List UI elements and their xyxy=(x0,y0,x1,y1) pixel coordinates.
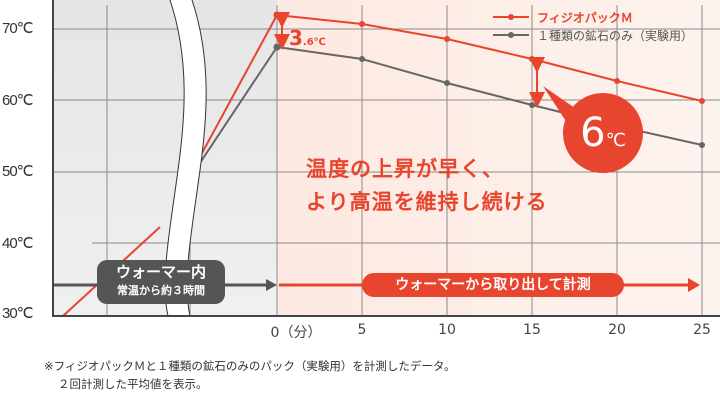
diff-unit: ℃ xyxy=(605,130,626,151)
y-tick-50: 50℃ xyxy=(2,163,34,180)
legend-line-marker-icon xyxy=(493,30,529,40)
diff-unit: .6℃ xyxy=(302,37,326,48)
post-phase-background xyxy=(277,0,720,316)
x-tick-20: 20 xyxy=(608,322,626,338)
x-tick-10: 10 xyxy=(438,322,456,338)
warmer-sublabel: 常温から約３時間 xyxy=(117,284,205,297)
measurement-phase-badge: ウォーマーから取り出して計測 xyxy=(362,273,624,297)
footnote-line-1: ※フィジオパックＭと１種類の鉱石のみのパック（実験用）を計測したデータ。 xyxy=(44,359,456,373)
x-tick-25: 25 xyxy=(693,322,711,338)
warmer-label: ウォーマー内 xyxy=(115,263,206,281)
diff-bubble-6: 6℃ xyxy=(563,93,643,173)
y-tick-30: 30℃ xyxy=(2,305,34,322)
x-tick-15: 15 xyxy=(523,322,541,338)
footnote: ※フィジオパックＭと１種類の鉱石のみのパック（実験用）を計測したデータ。 ２回計… xyxy=(44,357,456,393)
warmer-phase-badge: ウォーマー内 常温から約３時間 xyxy=(97,260,225,304)
footnote-line-2: ２回計測した平均値を表示。 xyxy=(58,377,208,391)
axis-break xyxy=(165,0,207,316)
legend-line-marker-icon xyxy=(493,12,529,22)
headline-line-1: 温度の上昇が早く、 xyxy=(306,157,504,181)
diff-label-3-6: 3.6℃ xyxy=(289,26,326,50)
y-tick-40: 40℃ xyxy=(2,235,34,252)
diff-value: 3 xyxy=(289,26,303,50)
headline-line-2: より高温を維持し続ける xyxy=(306,190,548,214)
diff-value: 6 xyxy=(580,110,606,156)
series-physio-pack-m xyxy=(276,14,703,102)
x-tick-0: 0（分） xyxy=(270,325,322,341)
legend-item-physio: フィジオパックＭ xyxy=(493,8,693,26)
x-tick-5: 5 xyxy=(357,322,367,338)
legend-item-ore: １種類の鉱石のみ（実験用） xyxy=(493,26,693,44)
legend-label: １種類の鉱石のみ（実験用） xyxy=(537,28,694,43)
legend: フィジオパックＭ １種類の鉱石のみ（実験用） xyxy=(493,8,693,44)
legend-label: フィジオパックＭ xyxy=(537,10,633,25)
y-tick-70: 70℃ xyxy=(2,20,34,37)
headline: 温度の上昇が早く、 より高温を維持し続ける xyxy=(306,153,548,219)
y-tick-60: 60℃ xyxy=(2,92,34,109)
